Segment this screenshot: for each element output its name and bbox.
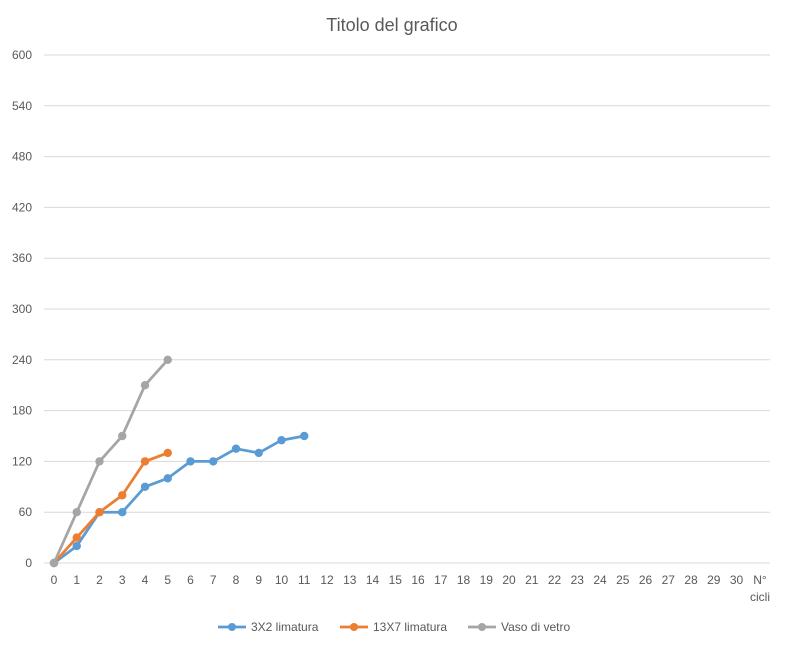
x-tick-label: 0: [51, 573, 58, 587]
data-point: [140, 457, 150, 466]
data-point: [254, 448, 263, 458]
data-point: [118, 491, 127, 500]
x-tick-label: 30: [730, 573, 744, 587]
data-point: [163, 448, 172, 458]
data-point: [72, 533, 81, 542]
series-line: [52, 451, 170, 565]
y-tick-label: 480: [12, 150, 32, 164]
x-tick-label: 28: [684, 573, 698, 587]
x-tick-label: 19: [480, 573, 494, 587]
x-tick-label: 17: [434, 573, 448, 587]
data-point: [186, 457, 195, 466]
x-tick-label: 22: [548, 573, 562, 587]
x-tick-label: 29: [707, 573, 721, 587]
data-point: [49, 558, 59, 568]
data-point: [95, 508, 104, 517]
x-tick-label: 1: [73, 573, 80, 587]
x-tick-label: 27: [662, 573, 676, 587]
x-tick-label: 16: [411, 573, 425, 587]
x-tick-label: 8: [233, 573, 240, 587]
x-tick-label: 2: [96, 573, 103, 587]
legend-swatch-marker: [478, 623, 486, 631]
legend-swatch-marker: [228, 623, 236, 631]
y-tick-label: 600: [12, 48, 32, 62]
x-tick-label: 10: [275, 573, 289, 587]
x-tick-label: 7: [210, 573, 217, 587]
series-line: [52, 434, 306, 565]
data-point: [72, 508, 81, 517]
y-tick-label: 540: [12, 99, 32, 113]
x-axis-label-line2: cicli: [750, 590, 770, 604]
y-tick-label: 120: [12, 454, 32, 468]
gridlines: [44, 54, 770, 564]
data-point: [140, 381, 150, 390]
legend-item-1: 13X7 limatura: [340, 620, 447, 634]
y-tick-label: 180: [12, 404, 32, 418]
data-point: [209, 457, 218, 466]
x-tick-label: 21: [525, 573, 539, 587]
data-point: [163, 474, 172, 483]
x-tick-label: 12: [320, 573, 334, 587]
x-tick-label: 26: [639, 573, 653, 587]
data-point: [72, 541, 81, 551]
y-axis-ticks: 0 60 120 180 240 300 360 420 480 540 600: [12, 48, 32, 570]
x-tick-label: 9: [255, 573, 262, 587]
data-point: [118, 431, 127, 441]
x-tick-label: 25: [616, 573, 630, 587]
x-axis-label-line1: N°: [753, 573, 767, 587]
legend-item-0: 3X2 limatura: [218, 620, 319, 634]
data-point: [95, 457, 104, 466]
chart-title: Titolo del grafico: [326, 15, 457, 35]
x-tick-label: 11: [298, 573, 311, 587]
legend-swatch-marker: [350, 623, 358, 631]
data-point: [118, 508, 127, 517]
series-0: [49, 431, 309, 568]
x-tick-label: 20: [502, 573, 516, 587]
y-tick-label: 420: [12, 200, 32, 214]
y-tick-label: 360: [12, 251, 32, 265]
x-tick-label: 6: [187, 573, 194, 587]
x-tick-label: 14: [366, 573, 380, 587]
y-tick-label: 300: [12, 302, 32, 316]
x-tick-label: 13: [343, 573, 357, 587]
x-tick-label: 15: [389, 573, 403, 587]
x-tick-label: 5: [164, 573, 171, 587]
data-point: [231, 444, 241, 453]
series-lines: [49, 355, 309, 568]
y-tick-label: 60: [19, 505, 33, 519]
series-2: [49, 355, 172, 568]
x-tick-label: 24: [593, 573, 607, 587]
series-line: [52, 358, 170, 565]
legend: 3X2 limatura 13X7 limatura Vaso di vetro: [218, 620, 570, 634]
legend-label: 13X7 limatura: [373, 620, 447, 634]
legend-item-2: Vaso di vetro: [468, 620, 570, 634]
series-1: [49, 448, 172, 568]
y-tick-label: 240: [12, 353, 32, 367]
x-tick-label: 4: [142, 573, 149, 587]
x-axis-ticks: 0 1 2 3 4 5 6 7 8 9 10 11 12 13 14 15 16 17 18 19 20 21 22 23 24…: [51, 573, 744, 587]
data-point: [300, 431, 309, 441]
legend-label: Vaso di vetro: [501, 620, 570, 634]
x-tick-label: 23: [571, 573, 585, 587]
data-point: [140, 482, 150, 491]
x-tick-label: 18: [457, 573, 471, 587]
x-tick-label: 3: [119, 573, 126, 587]
data-point: [163, 355, 172, 364]
data-point: [277, 436, 286, 445]
legend-label: 3X2 limatura: [251, 620, 319, 634]
y-tick-label: 0: [25, 556, 32, 570]
